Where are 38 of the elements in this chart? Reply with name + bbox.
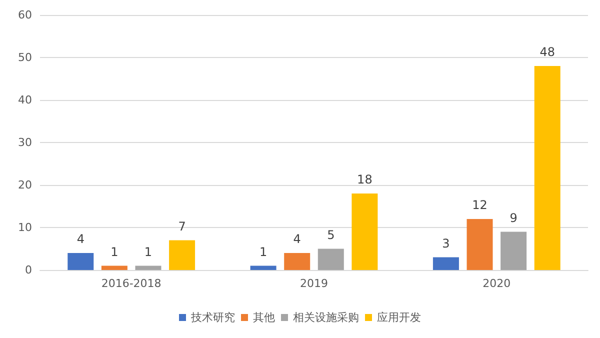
bar	[466, 219, 493, 270]
bar	[250, 266, 276, 270]
bar	[500, 232, 527, 270]
bar	[169, 240, 196, 270]
y-tick-label: 0	[25, 264, 32, 276]
legend-label: 其他	[253, 311, 275, 324]
y-tick-label: 30	[18, 136, 32, 149]
data-label: 12	[472, 198, 488, 212]
data-label: 7	[178, 219, 186, 234]
legend-label: 相关设施采购	[293, 311, 359, 324]
data-label: 18	[357, 172, 372, 186]
data-label: 3	[442, 236, 450, 250]
legend-label: 应用开发	[377, 311, 421, 324]
data-label: 1	[144, 244, 152, 259]
y-tick-label: 60	[18, 8, 32, 22]
bar	[534, 66, 560, 270]
data-label: 5	[327, 228, 335, 242]
y-tick-label: 20	[18, 178, 32, 192]
bar	[135, 266, 162, 270]
x-tick-label: 2016-2018	[101, 277, 162, 290]
data-label: 48	[540, 45, 556, 59]
data-label: 4	[76, 232, 84, 246]
data-label: 1	[110, 244, 118, 259]
x-tick-label: 2020	[482, 277, 511, 290]
data-label: 1	[259, 244, 268, 259]
bar	[352, 194, 378, 270]
y-tick-label: 50	[18, 51, 32, 64]
legend-label: 技术研究	[190, 311, 235, 324]
x-tick-label: 2019	[300, 277, 328, 290]
data-label: 9	[510, 210, 518, 225]
bar	[284, 253, 310, 270]
bar	[432, 257, 459, 270]
bar	[318, 248, 344, 270]
data-label: 4	[293, 232, 301, 246]
bar	[68, 253, 94, 270]
bar	[101, 266, 128, 270]
y-tick-label: 40	[18, 94, 32, 106]
y-tick-label: 10	[18, 221, 32, 234]
